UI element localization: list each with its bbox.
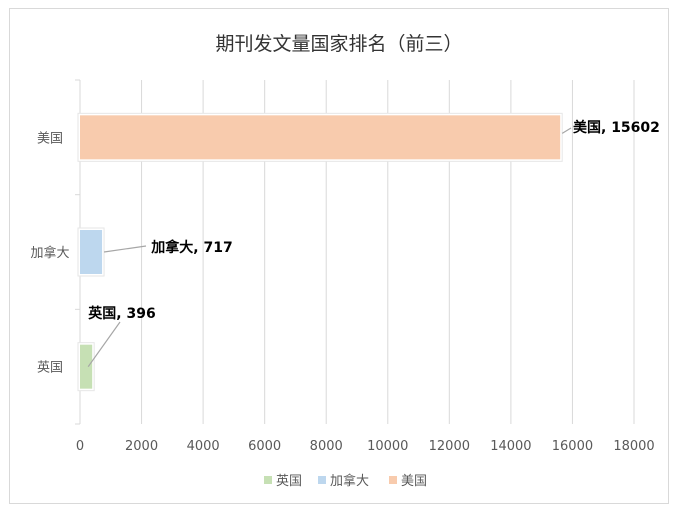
category-label: 美国 [37,131,63,146]
legend-label: 美国 [401,474,427,489]
legend-label: 加拿大 [330,473,369,489]
bar-英国 [80,344,93,389]
legend-label: 英国 [276,474,302,489]
bars [77,112,563,392]
data-label: 美国, 15602 [573,119,660,136]
category-label: 加拿大 [30,245,69,261]
x-tick-label: 8000 [310,439,343,454]
legend-swatch [264,476,272,484]
legend-swatch [389,476,397,484]
x-tick-label: 18000 [613,439,654,454]
x-tick-labels: 0 2000 4000 6000 8000 10000 12000 14000 16000 180… [76,439,655,454]
x-tick-label: 12000 [429,439,470,454]
x-tick-label: 16000 [552,439,593,454]
legend-swatch [318,476,326,484]
bar-加拿大 [80,230,103,274]
x-tick-label: 6000 [248,439,281,454]
x-tick-label: 4000 [187,439,220,454]
leader-line [87,321,121,368]
category-label: 英国 [37,361,63,376]
leader-line [561,127,572,134]
chart-frame [9,8,669,504]
data-label: 英国, 396 [87,305,155,322]
leader-line [103,245,147,253]
x-tick-label: 10000 [367,439,408,454]
data-labels: 英国, 396 加拿大, 717 美国, 15602 [87,119,660,368]
data-label: 加拿大, 717 [150,239,232,256]
bar-美国 [80,115,561,160]
legend: 英国 加拿大 美国 [264,473,427,489]
x-tick-label: 14000 [490,439,531,454]
x-tick-label: 2000 [125,439,158,454]
x-tick-label: 0 [76,439,84,454]
chart-title: 期刊发文量国家排名（前三） [215,33,462,55]
